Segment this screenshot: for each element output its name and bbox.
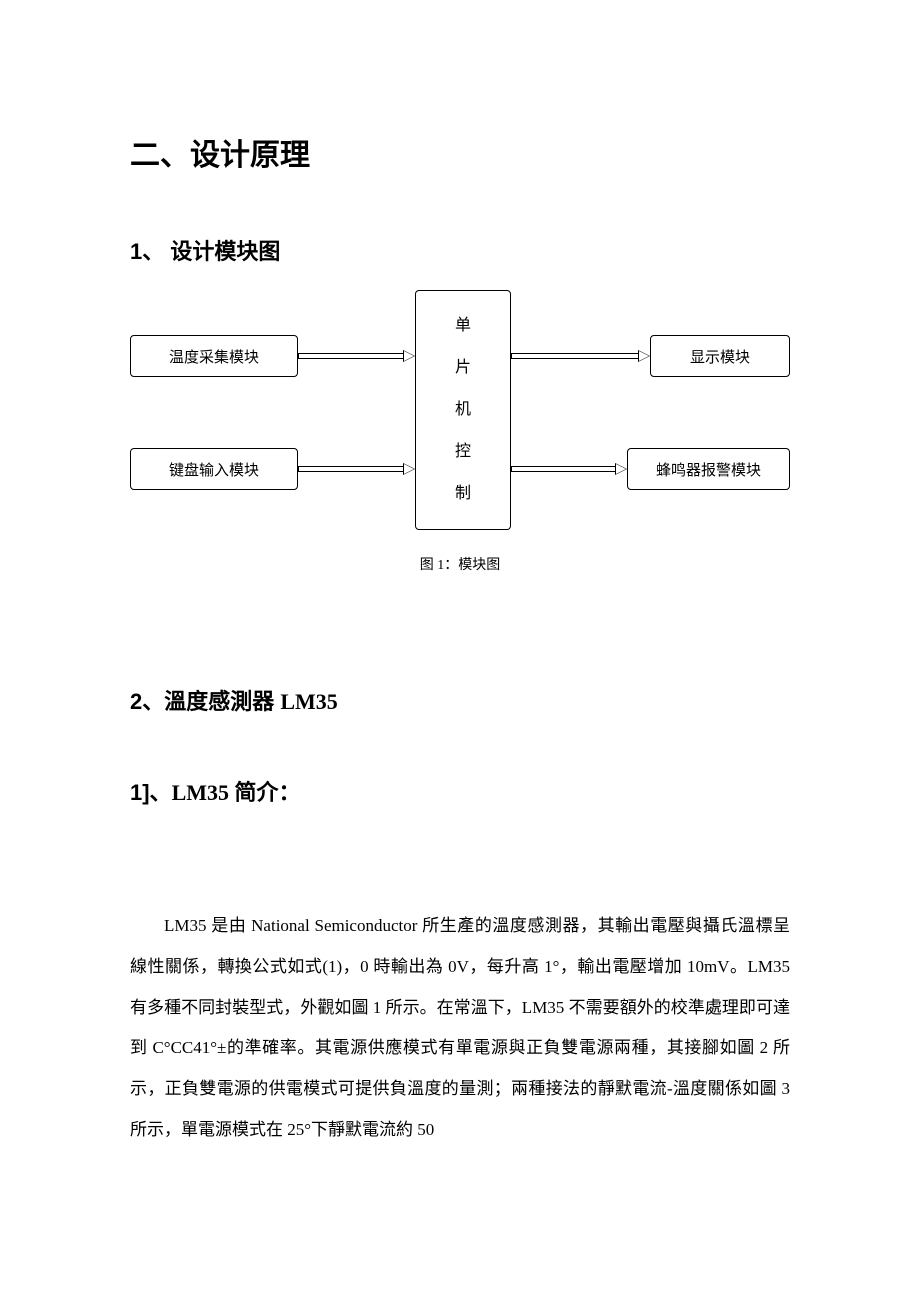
- center-char: 机: [455, 395, 471, 425]
- heading-prefix: 1]、: [130, 780, 172, 805]
- diagram-box-display: 显示模块: [650, 335, 790, 377]
- arrow-temp-to-mcu: [298, 350, 415, 362]
- heading-suffix: 简介：: [235, 780, 301, 805]
- center-char: 制: [455, 479, 471, 509]
- diagram-box-temp-collect: 温度采集模块: [130, 335, 298, 377]
- diagram-box-keyboard: 键盘输入模块: [130, 448, 298, 490]
- diagram-center-mcu: 单 片 机 控 制: [415, 290, 511, 530]
- heading-2-design-module: 1、 设计模块图: [130, 234, 790, 266]
- arrow-mcu-to-buzzer: [511, 463, 627, 475]
- heading-en: LM35: [280, 689, 337, 714]
- spacer: [130, 831, 790, 906]
- spacer: [130, 740, 790, 775]
- arrow-keyboard-to-mcu: [298, 463, 415, 475]
- block-diagram: 单 片 机 控 制 温度采集模块 键盘输入模块 显示模块 蜂鸣器报警模块: [130, 290, 790, 540]
- heading-3-lm35-intro: 1]、LM35 简介：: [130, 775, 790, 807]
- heading-text: 2、溫度感測器: [130, 689, 280, 714]
- heading-2-lm35: 2、溫度感測器 LM35: [130, 684, 790, 716]
- body-paragraph: LM35 是由 National Semiconductor 所生產的溫度感測器…: [130, 906, 790, 1151]
- heading-1: 二、设计原理: [130, 130, 790, 174]
- figure-caption: 图 1：模块图: [130, 554, 790, 574]
- arrow-mcu-to-display: [511, 350, 650, 362]
- document-page: 二、设计原理 1、 设计模块图 单 片 机 控 制 温度采集模块 键盘输入模块 …: [0, 0, 920, 1302]
- diagram-box-buzzer: 蜂鸣器报警模块: [627, 448, 790, 490]
- center-char: 片: [455, 353, 471, 383]
- center-char: 单: [455, 311, 471, 341]
- heading-en: LM35: [172, 780, 235, 805]
- center-char: 控: [455, 437, 471, 467]
